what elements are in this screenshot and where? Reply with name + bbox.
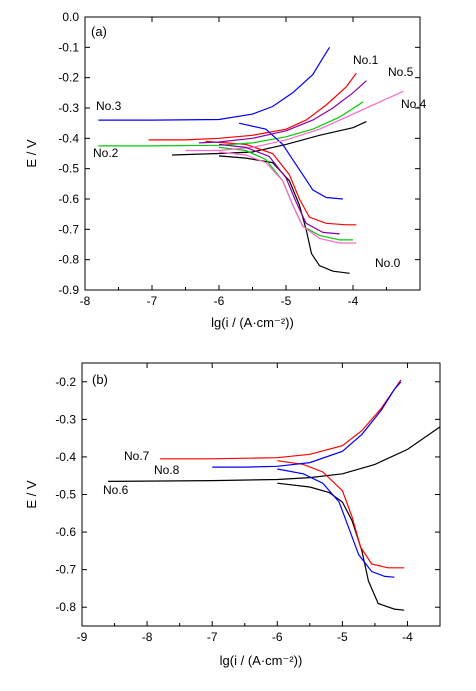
- y-tick-label: -0.4: [55, 450, 76, 464]
- x-tick-label: -4: [348, 294, 359, 308]
- series-label-No0: No.0: [375, 256, 401, 270]
- y-tick-label: -0.2: [55, 375, 76, 389]
- y-tick-label: -0.1: [58, 40, 79, 54]
- series-label-No4: No.4: [401, 97, 427, 111]
- series-No1-anodic-line: [148, 72, 357, 141]
- y-tick-label: -0.7: [55, 563, 76, 577]
- series-No7-anodic-line: [160, 379, 402, 460]
- series-No5-cathodic-line: [218, 143, 340, 235]
- x-tick-label: -5: [337, 630, 348, 644]
- series-label-No1: No.1: [353, 53, 379, 67]
- y-tick-label: -0.9: [58, 283, 79, 297]
- series-No8-anodic-line: [212, 381, 402, 468]
- y-tick-label: -0.3: [58, 101, 79, 115]
- x-axis-label: lg(i / (A·cm⁻²)): [220, 653, 303, 668]
- y-tick-label: -0.5: [58, 162, 79, 176]
- y-tick-label: -0.8: [58, 253, 79, 267]
- series-No6-cathodic-line: [277, 482, 405, 611]
- x-tick-label: -5: [281, 294, 292, 308]
- series-No2-cathodic-line: [218, 146, 353, 241]
- y-tick-label: -0.5: [55, 488, 76, 502]
- series-label-No5: No.5: [388, 65, 414, 79]
- y-tick-label: -0.2: [58, 71, 79, 85]
- x-tick-label: -7: [147, 294, 158, 308]
- x-tick-label: -8: [80, 294, 91, 308]
- series-No5-anodic-line: [198, 80, 367, 144]
- x-tick-label: -9: [77, 630, 88, 644]
- x-tick-label: -4: [402, 630, 413, 644]
- panel-b: -9 -8 -7 -6 -5 -4 -0.2 -0.3 -0.4 -0.5 -0.6 -0.7 -0.8…: [24, 362, 441, 668]
- series-label-No2: No.2: [93, 146, 119, 160]
- series-label-No8: No.8: [154, 463, 180, 477]
- series-No8-cathodic-line: [277, 468, 395, 578]
- series-No0-cathodic-line: [218, 155, 350, 274]
- series-label-No7: No.7: [124, 449, 150, 463]
- series-No4-cathodic-line: [218, 151, 357, 244]
- series-No2-anodic-line: [98, 101, 364, 147]
- y-tick-label: 0.0: [62, 10, 79, 24]
- series-label-No3: No.3: [96, 99, 122, 113]
- panel-a: -8 -7 -6 -5 -4 0.0 -0.1 -0.2 -0.3 -0.4 -0.5 -0.6 -0.…: [24, 10, 427, 330]
- x-tick-label: -7: [207, 630, 218, 644]
- x-tick-label: -6: [272, 630, 283, 644]
- y-tick-label: -0.8: [55, 600, 76, 614]
- panel-label: (b): [92, 372, 108, 387]
- series-label-No6: No.6: [103, 483, 129, 497]
- x-tick-label: -8: [142, 630, 153, 644]
- series-No0-anodic-line: [172, 121, 367, 156]
- series-No4-anodic-line: [185, 90, 404, 152]
- series-No7-cathodic-line: [277, 460, 405, 569]
- x-tick-label: -6: [214, 294, 225, 308]
- x-axis-label: lg(i / (A·cm⁻²)): [211, 315, 294, 330]
- y-tick-label: -0.6: [58, 192, 79, 206]
- y-axis-label: E / V: [24, 139, 39, 168]
- y-tick-label: -0.3: [55, 412, 76, 426]
- y-tick-label: -0.4: [58, 131, 79, 145]
- y-tick-label: -0.6: [55, 525, 76, 539]
- y-tick-label: -0.7: [58, 222, 79, 236]
- series-No3-anodic-line: [98, 46, 331, 121]
- panel-label: (a): [91, 24, 107, 39]
- series-No3-cathodic-line: [238, 122, 343, 200]
- series-No1-cathodic-line: [205, 140, 357, 226]
- y-axis-label: E / V: [24, 480, 39, 509]
